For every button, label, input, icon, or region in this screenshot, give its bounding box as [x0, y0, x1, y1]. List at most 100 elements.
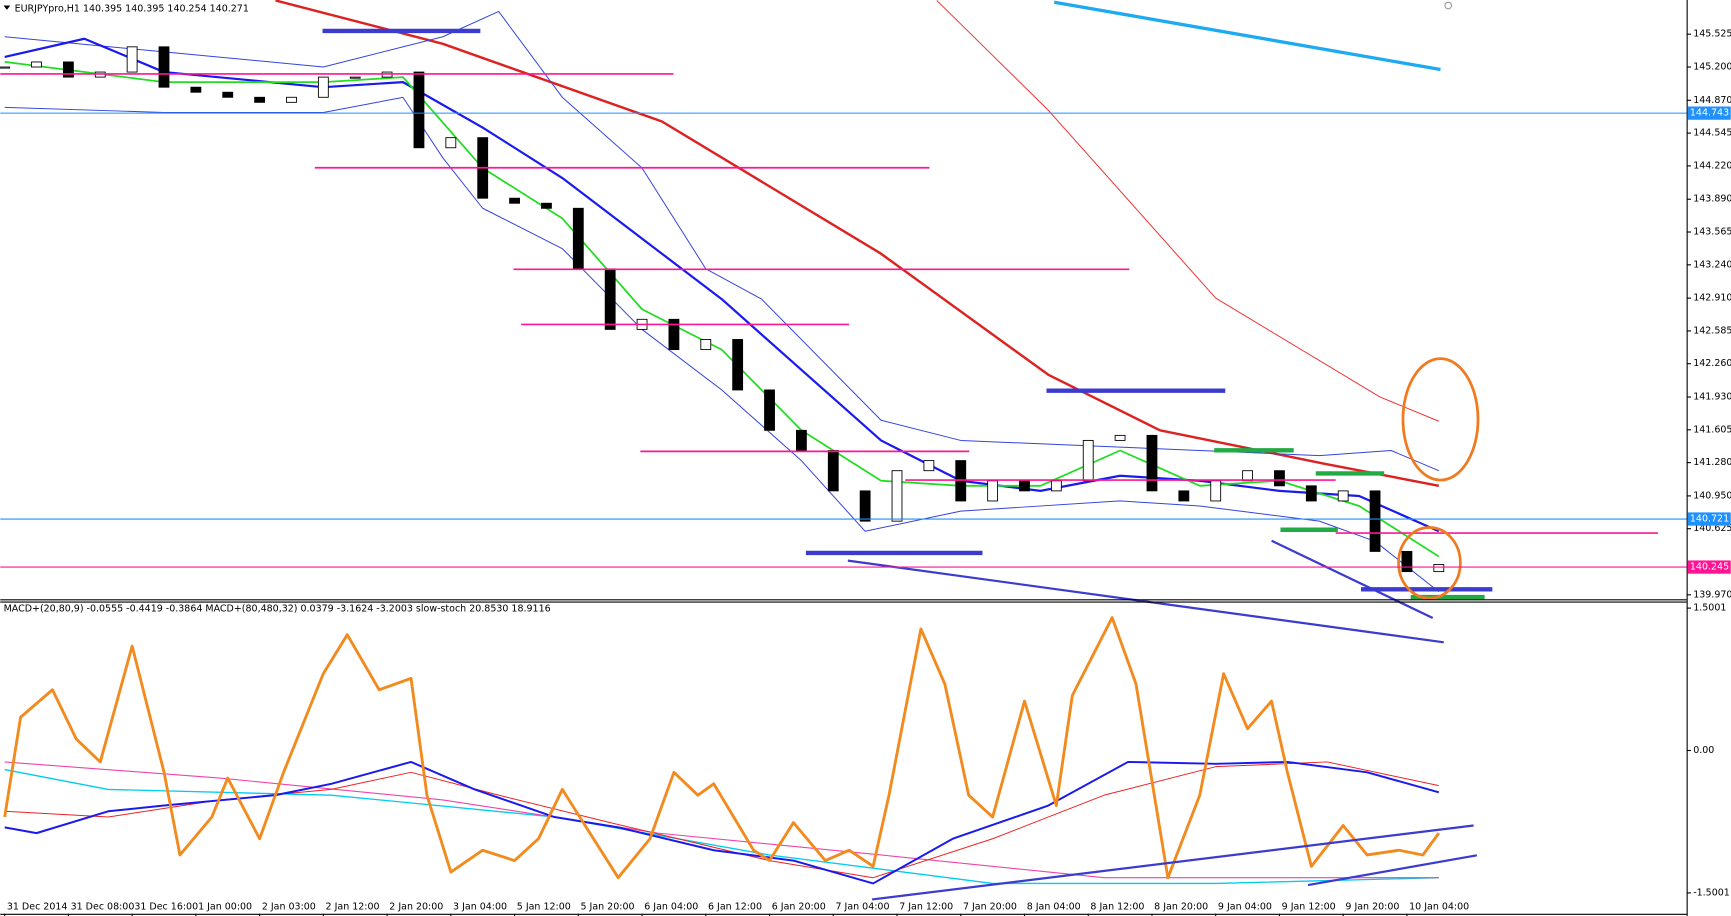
drawn-objects: [0, 0, 1658, 901]
candle: [349, 76, 361, 79]
x-tick-label: 6 Jan 20:00: [772, 902, 826, 913]
y-tick-label: 145.525: [1693, 29, 1731, 40]
candle: [158, 46, 170, 88]
x-tick-label: 31 Dec 16:00: [134, 902, 198, 913]
x-tick-label: 6 Jan 12:00: [708, 902, 762, 913]
candle: [700, 339, 712, 351]
x-tick-label: 9 Jan 12:00: [1282, 902, 1336, 913]
x-tick-label: 6 Jan 04:00: [644, 902, 698, 913]
x-tick-label: 31 Dec 08:00: [71, 902, 135, 913]
y-tick-label: 141.280: [1693, 457, 1731, 468]
y-tick-label: 141.605: [1693, 424, 1731, 435]
price-tag: [1687, 106, 1731, 120]
y-tick-label: 143.565: [1693, 227, 1731, 238]
candle: [0, 66, 11, 69]
x-tick-label: 3 Jan 04:00: [453, 902, 507, 913]
price-tag-label: 144.743: [1690, 108, 1729, 119]
candle: [859, 490, 871, 522]
candle: [1050, 480, 1062, 492]
candle: [732, 339, 744, 391]
trend-line: [1053, 0, 1441, 72]
y-tick-label: 0.00: [1693, 745, 1714, 756]
candle: [795, 429, 807, 451]
y-tick-label: 141.930: [1693, 392, 1731, 403]
candle: [1146, 434, 1158, 492]
y-tick-label: 142.585: [1693, 325, 1731, 336]
candle: [190, 86, 202, 93]
y-tick-label: 139.970: [1693, 589, 1731, 600]
x-tick-label: 7 Jan 20:00: [963, 902, 1017, 913]
indicator-line: [275, 0, 1440, 488]
candle: [509, 197, 520, 204]
candle: [126, 46, 138, 73]
candle: [891, 470, 903, 522]
candle: [1178, 490, 1190, 502]
y-tick-label: 144.545: [1693, 128, 1731, 139]
x-tick-label: 7 Jan 12:00: [899, 902, 953, 913]
y-tick-label: 140.950: [1693, 490, 1731, 501]
price-tag: [1687, 560, 1731, 574]
indicator-line: [4, 761, 1439, 879]
candle: [1305, 485, 1317, 502]
indicator-line: [4, 760, 1440, 885]
candle: [1114, 434, 1126, 441]
x-tick-label: 1 Jan 00:00: [198, 902, 252, 913]
candle: [1210, 480, 1222, 502]
y-tick-label: 1.5001: [1693, 603, 1726, 614]
candle: [1369, 490, 1381, 552]
candle: [1019, 480, 1030, 492]
candle: [222, 91, 234, 98]
candle: [572, 207, 584, 270]
candle: [764, 389, 775, 431]
x-tick-label: 2 Jan 20:00: [389, 902, 443, 913]
levels: [0, 73, 1658, 534]
status-icon: [1444, 1, 1453, 10]
x-tick-label: 8 Jan 12:00: [1090, 902, 1144, 913]
candle: [286, 96, 297, 103]
candle: [445, 137, 457, 149]
x-tick-label: 2 Jan 03:00: [262, 902, 316, 913]
chart-title: EURJPYpro,H1 140.395 140.395 140.254 140…: [15, 3, 249, 14]
x-tick-label: 9 Jan 20:00: [1345, 902, 1399, 913]
candle: [1337, 490, 1349, 502]
price-tag: [1687, 512, 1731, 526]
candle: [254, 96, 266, 103]
y-tick-label: 143.240: [1693, 259, 1731, 270]
candle: [31, 61, 42, 68]
indicator-line: [4, 768, 1439, 885]
price-tag-label: 140.721: [1690, 514, 1729, 525]
candle: [923, 460, 935, 472]
candle: [1274, 470, 1285, 487]
support-lines: [322, 28, 1493, 592]
candle: [541, 202, 552, 209]
trend-line: [1307, 854, 1478, 887]
candle: [987, 480, 999, 502]
y-tick-label: 144.220: [1693, 160, 1731, 171]
y-tick-label: 140.625: [1693, 523, 1731, 534]
x-tick-label: 9 Jan 04:00: [1218, 902, 1272, 913]
menu-triangle[interactable]: [3, 5, 11, 10]
candle: [827, 450, 839, 492]
indicator-line: [3, 616, 1440, 880]
x-tick-label: 2 Jan 12:00: [326, 902, 380, 913]
candle: [1082, 439, 1094, 482]
x-tick-label: 31 Dec 2014: [7, 902, 68, 913]
x-tick-label: 10 Jan 04:00: [1409, 902, 1469, 913]
candle: [604, 268, 616, 330]
indicator-title: MACD+(20,80,9) -0.0555 -0.4419 -0.3864 M…: [4, 604, 551, 615]
y-tick-label: -1.5001: [1693, 887, 1730, 898]
trend-line: [871, 824, 1474, 901]
x-tick-label: 5 Jan 12:00: [517, 902, 571, 913]
indicator-line: [4, 96, 1440, 593]
candle: [668, 318, 680, 351]
candle: [317, 76, 329, 98]
candle: [413, 71, 425, 149]
y-tick-label: 143.890: [1693, 194, 1731, 205]
x-tick-label: 7 Jan 04:00: [835, 902, 889, 913]
candle: [62, 61, 74, 78]
highlight-ellipse: [1397, 526, 1462, 600]
x-tick-label: 5 Jan 20:00: [581, 902, 635, 913]
candle: [1433, 564, 1445, 573]
y-tick-label: 145.200: [1693, 62, 1731, 73]
